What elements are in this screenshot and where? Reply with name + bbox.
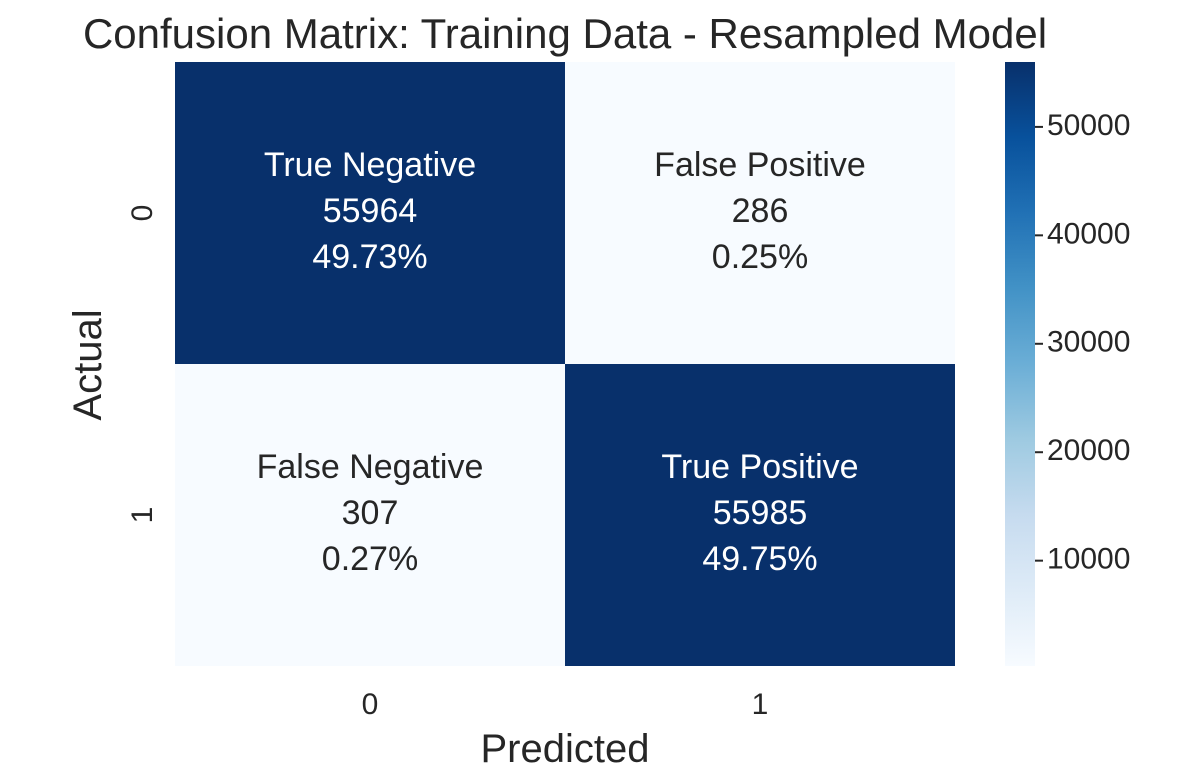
cell-category-label: False Positive	[654, 146, 866, 184]
cell-count-label: 307	[342, 494, 399, 532]
colorbar-tick-label: 40000	[1047, 217, 1130, 250]
y-axis-label: Actual	[66, 309, 110, 420]
cell-count-label: 55985	[713, 494, 808, 532]
cell-category-label: True Positive	[661, 448, 858, 486]
cell-category-label: False Negative	[257, 448, 484, 486]
colorbar-tick-label: 20000	[1047, 434, 1130, 467]
cell-count-label: 55964	[323, 192, 418, 230]
heatmap-cell	[565, 364, 955, 666]
heatmap-cell	[175, 364, 565, 666]
cell-category-label: True Negative	[264, 146, 476, 184]
x-tick-label: 1	[752, 688, 769, 721]
cell-count-label: 286	[732, 192, 789, 230]
heatmap-cell	[175, 62, 565, 364]
cell-percent-label: 0.27%	[322, 540, 418, 578]
cell-percent-label: 0.25%	[712, 238, 808, 276]
colorbar-tick-label: 50000	[1047, 109, 1130, 142]
cell-annotations: True Negative 55964 49.73% False Positive 28…	[257, 146, 866, 578]
y-axis-ticks: 01	[126, 205, 159, 524]
y-tick-label: 0	[126, 205, 159, 222]
x-tick-label: 0	[362, 688, 379, 721]
heatmap-cell	[565, 62, 955, 364]
colorbar-tick-label: 30000	[1047, 326, 1130, 359]
colorbar-ticks: 10000 20000 30000 40000 50000	[1035, 109, 1130, 576]
y-tick-label: 1	[126, 507, 159, 524]
colorbar-tick-label: 10000	[1047, 543, 1130, 576]
x-axis-label: Predicted	[481, 727, 650, 771]
chart-title: Confusion Matrix: Training Data - Resamp…	[83, 10, 1047, 57]
heatmap-cells	[175, 62, 955, 666]
colorbar	[1005, 62, 1035, 666]
cell-percent-label: 49.73%	[312, 238, 427, 276]
cell-percent-label: 49.75%	[702, 540, 817, 578]
